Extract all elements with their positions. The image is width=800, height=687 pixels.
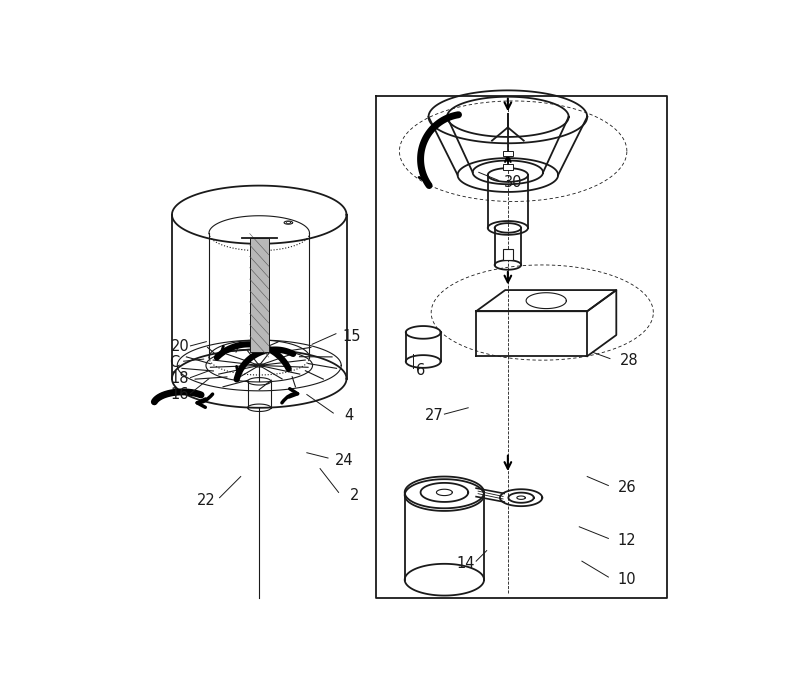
Text: 14: 14 <box>456 556 474 572</box>
Text: 26: 26 <box>618 480 636 495</box>
Text: 30: 30 <box>504 175 522 190</box>
Bar <box>250 238 269 352</box>
Text: C: C <box>170 355 180 370</box>
Text: 10: 10 <box>618 572 636 587</box>
Text: 2: 2 <box>350 488 359 503</box>
Text: 22: 22 <box>197 493 216 508</box>
Text: 28: 28 <box>620 352 639 368</box>
Text: 4: 4 <box>345 408 354 423</box>
Text: 24: 24 <box>334 453 353 468</box>
Bar <box>502 249 513 260</box>
Bar <box>503 151 513 157</box>
Text: 16: 16 <box>170 387 189 402</box>
Bar <box>503 164 513 170</box>
Text: 12: 12 <box>618 532 636 548</box>
Text: 27: 27 <box>425 408 443 423</box>
Text: 20: 20 <box>170 339 190 354</box>
Text: 6: 6 <box>416 363 426 379</box>
Text: 18: 18 <box>170 371 189 386</box>
Text: 15: 15 <box>342 329 361 344</box>
